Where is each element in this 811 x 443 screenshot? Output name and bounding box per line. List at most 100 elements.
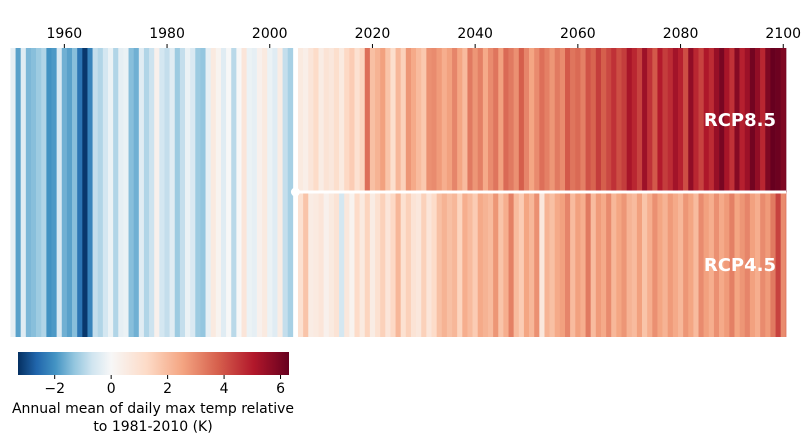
rcp45-stripe-2083 [693,192,699,337]
historical-stripe-1993 [231,48,237,337]
rcp45-stripe-2038 [462,192,468,337]
colorbar-tick-label-4: 6 [276,381,285,397]
rcp45-stripe-2092 [739,192,746,337]
scenario-label-rcp85: RCP8.5 [704,110,776,131]
historical-stripes [10,48,294,337]
rcp85-stripe-2009 [313,48,319,192]
historical-stripe-1978 [154,48,160,337]
colorbar-ticks: −2 0 2 4 6 [44,375,285,397]
rcp85-stripe-2074 [647,48,653,192]
historical-stripe-1965 [87,48,93,337]
rcp45-stripe-2046 [503,192,509,337]
rcp45-stripe-2028 [410,192,417,337]
rcp85-stripe-2073 [642,48,648,192]
rcp45-stripe-2059 [570,192,576,337]
rcp85-stripe-2006 [297,48,304,192]
rcp45-stripe-2078 [667,192,674,337]
rcp85-stripe-2097 [765,48,771,192]
historical-stripe-1952 [20,48,27,337]
rcp85-stripe-2094 [749,48,756,192]
rcp85-stripe-2100 [780,48,787,192]
rcp45-stripe-2091 [734,192,740,337]
rcp85-stripe-2038 [462,48,468,192]
rcp85-stripe-2092 [739,48,746,192]
rcp85-stripe-2088 [719,48,725,192]
rcp45-stripe-2089 [724,192,730,337]
rcp85-stripe-2008 [308,48,314,192]
historical-stripe-1980 [164,48,170,337]
historical-stripe-1974 [133,48,140,337]
rcp45-stripe-2033 [436,192,443,337]
rcp45-stripe-2076 [657,192,663,337]
x-tick-label-2020: 2020 [355,26,391,42]
rcp45-stripe-2063 [590,192,597,337]
historical-stripe-1997 [251,48,258,337]
rcp45-stripe-2094 [749,192,756,337]
rcp45-stripe-2040 [472,192,479,337]
rcp45-stripe-2018 [359,192,366,337]
rcp85-stripe-2065 [600,48,607,192]
historical-stripe-1988 [205,48,211,337]
rcp45-stripe-2080 [677,192,684,337]
colorbar-gradient [18,352,289,375]
rcp85-stripe-2051 [529,48,535,192]
rcp85-stripe-2090 [729,48,735,192]
historical-stripe-1981 [169,48,176,337]
rcp85-stripe-2047 [508,48,514,192]
historical-stripe-1953 [25,48,32,337]
rcp85-stripe-2056 [554,48,561,192]
rcp45-stripe-2020 [369,192,376,337]
rcp45-stripe-2021 [375,192,381,337]
rcp45-stripe-2058 [565,192,571,337]
rcp45-stripe-2060 [575,192,581,337]
rcp85-stripe-2054 [544,48,550,192]
rcp85-stripe-2027 [405,48,412,192]
rcp45-stripe-2084 [698,192,704,337]
historical-stripe-1982 [174,48,181,337]
rcp85-stripe-2019 [364,48,371,192]
rcp45-stripe-2039 [467,192,473,337]
historical-stripe-1972 [123,48,129,337]
historical-stripe-1961 [66,48,73,337]
rcp45-stripe-2082 [688,192,694,337]
rcp85-stripe-2013 [333,48,340,192]
rcp45-stripe-2095 [755,192,761,337]
rcp45-stripe-2014 [339,192,345,337]
rcp85-stripe-2084 [698,48,704,192]
rcp85-stripe-2061 [580,48,586,192]
rcp45-stripe-2015 [344,192,350,337]
rcp45-stripe-2088 [719,192,725,337]
rcp45-stripe-2037 [457,192,463,337]
rcp45-stripes [297,192,787,337]
rcp85-stripe-2016 [349,48,355,192]
rcp85-stripe-2026 [400,48,407,192]
rcp45-stripe-2026 [400,192,407,337]
rcp45-stripe-2034 [441,192,448,337]
rcp85-stripe-2024 [390,48,396,192]
rcp85-stripe-2089 [724,48,730,192]
rcp85-stripe-2082 [688,48,694,192]
rcp85-stripe-2042 [482,48,489,192]
rcp45-stripe-2067 [611,192,617,337]
x-tick-label-2100: 2100 [765,26,801,42]
rcp85-stripe-2083 [693,48,699,192]
historical-stripe-1999 [262,48,268,337]
rcp45-stripe-2027 [405,192,412,337]
rcp85-stripe-2063 [590,48,597,192]
rcp85-stripe-2045 [498,48,504,192]
rcp85-stripes [297,48,787,192]
rcp45-stripe-2052 [534,192,540,337]
rcp45-stripe-2047 [508,192,514,337]
historical-stripe-1959 [56,48,63,337]
rcp85-stripe-2033 [436,48,443,192]
rcp45-stripe-2097 [765,192,771,337]
rcp85-stripe-2085 [703,48,710,192]
x-tick-label-1980: 1980 [149,26,185,42]
rcp85-stripe-2032 [431,48,437,192]
rcp45-stripe-2012 [328,192,335,337]
colorbar: −2 0 2 4 6 Annual mean of daily max temp rel… [12,352,294,435]
rcp45-stripe-2085 [703,192,710,337]
rcp85-stripe-2043 [487,48,494,192]
historical-stripe-2004 [287,48,294,337]
rcp45-stripe-2032 [431,192,437,337]
